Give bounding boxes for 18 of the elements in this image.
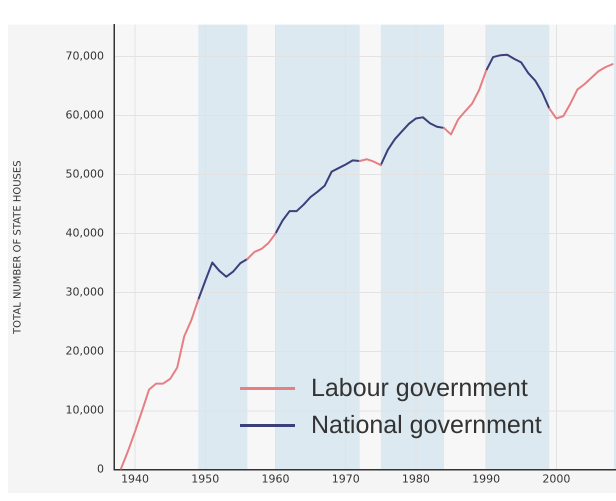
y-tick-label: 20,000 xyxy=(66,344,104,358)
x-tick-label: 1960 xyxy=(261,472,290,486)
y-tick-label: 30,000 xyxy=(66,286,104,299)
y-tick-label: 60,000 xyxy=(66,108,104,122)
legend-label: National government xyxy=(311,411,542,440)
y-tick-label: 40,000 xyxy=(66,226,104,240)
x-tick-label: 1990 xyxy=(472,472,500,486)
y-tick-label: 50,000 xyxy=(66,167,104,180)
y-axis-title: TOTAL NUMBER OF STATE HOUSES xyxy=(12,160,24,335)
y-tick-label: 0 xyxy=(97,462,104,476)
x-tick-label: 2000 xyxy=(542,472,570,486)
x-tick-label: 1970 xyxy=(332,472,360,486)
legend-label: Labour government xyxy=(311,374,528,403)
x-tick-label: 1940 xyxy=(121,472,150,486)
x-tick-label: 1980 xyxy=(402,472,430,486)
y-tick-label: 10,000 xyxy=(66,404,104,417)
x-tick-label: 1950 xyxy=(191,472,220,486)
y-tick-label: 70,000 xyxy=(66,49,104,62)
